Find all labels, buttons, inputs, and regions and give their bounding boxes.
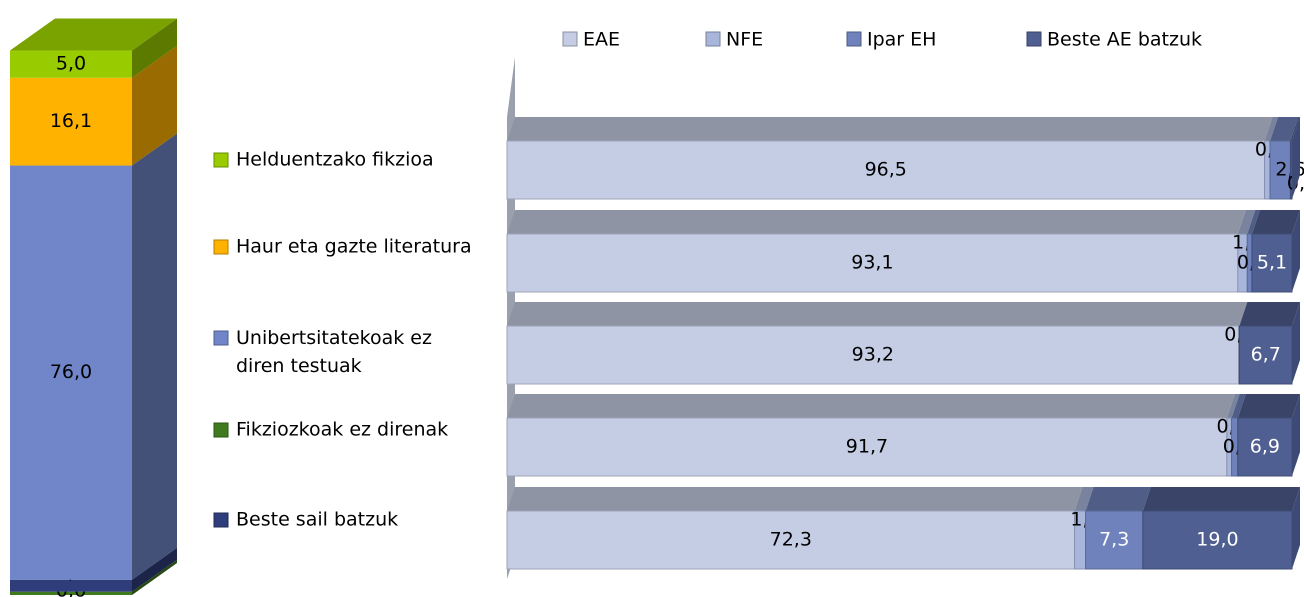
legend-label: Beste AE batzuk — [1047, 29, 1202, 51]
bar-side — [132, 559, 177, 595]
bar-top — [507, 487, 1083, 511]
bar-top — [1238, 302, 1248, 326]
bar — [1085, 510, 1144, 570]
legend-label: Beste sail batzuk — [236, 509, 398, 531]
bar-top — [507, 210, 1246, 234]
bar — [1238, 325, 1293, 385]
bar-side — [132, 133, 177, 580]
data-label: 91,7 — [846, 436, 888, 458]
bar-top — [1264, 117, 1279, 141]
bar-segment — [10, 77, 132, 166]
legend-label: Haur eta gazte literatura — [236, 236, 472, 258]
legend-swatch — [213, 152, 229, 168]
legend-swatch — [1026, 31, 1042, 47]
bar-top — [507, 302, 1247, 326]
bar-top — [1251, 210, 1300, 234]
legend-label: Fikziozkoak ez direnak — [236, 419, 448, 441]
bar-end — [1292, 487, 1300, 569]
data-label: 5,0 — [56, 53, 86, 75]
bar — [506, 233, 1239, 293]
bar-top — [1237, 210, 1256, 234]
data-label: 5,1 — [1257, 252, 1287, 274]
bar-top — [10, 18, 177, 51]
bar-side — [132, 547, 177, 592]
legend-label: EAE — [583, 29, 620, 51]
bar-top — [1237, 394, 1300, 418]
bar — [506, 417, 1228, 477]
bar-segment — [10, 591, 132, 595]
bar-segment — [10, 165, 132, 580]
bar-top — [1239, 302, 1300, 326]
data-label: 16,1 — [50, 110, 92, 132]
legend-label: NFE — [726, 29, 763, 51]
bar — [1142, 510, 1293, 570]
bar-end — [1292, 302, 1300, 384]
legend-swatch — [846, 31, 862, 47]
bar-top — [1290, 117, 1300, 141]
legend-swatch — [213, 512, 229, 528]
bar-top — [1231, 394, 1246, 418]
legend-swatch — [213, 239, 229, 255]
bar-side — [132, 18, 177, 78]
data-label: 76,0 — [50, 361, 92, 383]
legend-label: Unibertsitatekoak ez diren testuak — [236, 327, 432, 377]
data-label: 6,7 — [1251, 344, 1281, 366]
bar-end — [1292, 117, 1300, 199]
bar-top — [1142, 487, 1300, 511]
data-label: 72,3 — [770, 529, 812, 551]
legend-swatch — [705, 31, 721, 47]
legend-swatch — [213, 330, 229, 346]
legend-label: Ipar EH — [867, 29, 936, 51]
data-label: 93,2 — [852, 344, 894, 366]
data-label: 19,0 — [1196, 529, 1238, 551]
bar-top — [1085, 487, 1151, 511]
data-label: 6,9 — [1250, 436, 1280, 458]
bar-top — [507, 394, 1235, 418]
legend-label: Helduentzako fikzioa — [236, 149, 434, 171]
data-label: 96,5 — [865, 159, 907, 181]
bar-top — [1074, 487, 1094, 511]
bar — [1251, 233, 1293, 293]
bar — [506, 325, 1240, 385]
bar-segment — [10, 579, 132, 592]
bar-top — [1226, 394, 1240, 418]
bar-segment — [10, 50, 132, 78]
legend-swatch — [213, 422, 229, 438]
legend-swatch — [562, 31, 578, 47]
bar — [506, 510, 1076, 570]
bar-end — [1292, 210, 1300, 292]
bar-end — [1292, 394, 1300, 476]
data-label: 7,3 — [1099, 529, 1129, 551]
bar-top — [1270, 117, 1299, 141]
data-label: 93,1 — [851, 252, 893, 274]
bar-top — [1247, 210, 1260, 234]
bar-side — [132, 45, 177, 166]
bar-top — [507, 117, 1273, 141]
bar — [1237, 417, 1293, 477]
